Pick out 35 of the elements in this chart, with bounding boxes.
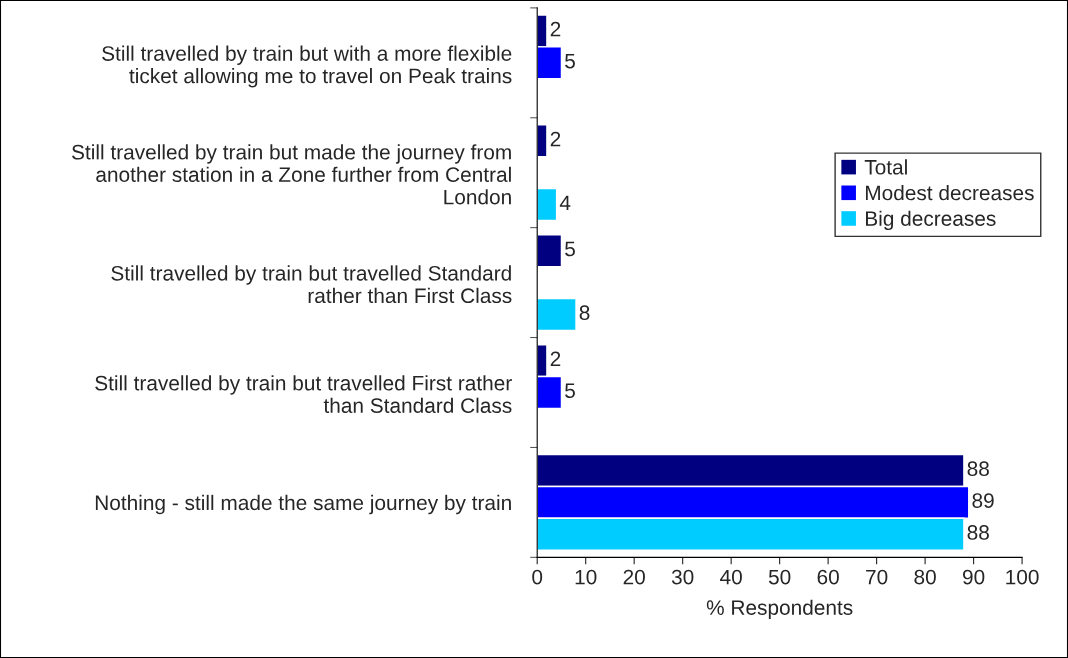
data-label: 2 [550,131,561,147]
y-tick-label: Still travelled by train but made the journey from another station in a Zone further from Central London [72,144,511,205]
data-label: 88 [967,525,989,540]
y-tick-label: Still travelled by train but travelled Standard rather than First Class [111,265,512,304]
y-tick-label: Still travelled by train but with a more flexible ticket allowing me to travel on Peak trains [102,45,512,88]
x-tick-label: 90 [962,569,985,585]
x-tick-label: 30 [671,569,694,585]
x-tick-label: 20 [623,569,645,585]
legend-label: Total [864,159,907,175]
data-label: 8 [579,305,590,321]
bar [537,124,548,158]
bar [537,234,563,268]
x-tick-label: 0 [532,569,543,585]
data-label: 88 [967,461,989,477]
data-label: 4 [559,195,571,210]
bar [537,297,577,332]
data-label: 5 [565,383,575,399]
legend-label: Modest decreases [866,184,1034,201]
x-tick-label: 40 [720,569,742,585]
x-tick-label: 50 [768,569,791,585]
x-tick-label: 60 [817,569,839,585]
y-tick-label: Still travelled by train but travelled First rather than Standard Class [95,375,512,413]
data-label: 2 [550,21,561,37]
x-tick-label: 100 [1006,569,1039,585]
data-label: 5 [565,241,575,257]
data-label: 5 [565,53,575,69]
bar [537,187,558,222]
x-tick-label: 10 [575,569,597,585]
legend-label: Big decreases [866,210,996,231]
x-axis-title: % Respondents [706,599,853,620]
data-label: 89 [972,493,994,508]
x-tick-label: 70 [866,569,888,585]
data-label: 2 [550,351,561,367]
x-tick-label: 80 [914,569,936,585]
y-tick-label: Nothing - still made the same journey by train [95,494,511,515]
